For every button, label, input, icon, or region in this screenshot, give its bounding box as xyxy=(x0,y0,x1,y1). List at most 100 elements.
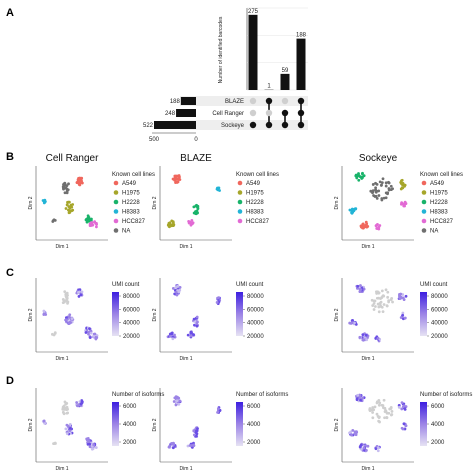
scatter-point xyxy=(75,404,79,408)
panel-letter-b: B xyxy=(6,151,14,163)
scatter-point xyxy=(385,304,389,308)
scatter-point xyxy=(190,444,194,447)
scatter-point xyxy=(388,407,392,411)
x-axis-label: Dim 1 xyxy=(179,356,192,362)
scatter-point xyxy=(383,416,386,420)
scatter-point xyxy=(377,403,381,407)
legend-title: Known cell lines xyxy=(112,172,155,178)
scatter-point xyxy=(351,428,355,432)
y-axis-label: Dim 2 xyxy=(334,196,340,209)
colorbar-tick-label: 40000 xyxy=(431,321,448,327)
set-size-tick-label: 500 xyxy=(149,137,160,143)
scatter-point xyxy=(50,332,54,336)
scatter-point xyxy=(371,411,374,414)
scatter-point xyxy=(374,224,378,228)
membership-dot xyxy=(265,121,273,129)
scatter-point xyxy=(375,412,379,416)
scatter-point xyxy=(401,313,405,317)
scatter-point xyxy=(384,196,388,200)
scatter-point xyxy=(80,401,84,405)
scatter-point xyxy=(87,332,90,336)
x-axis-label: Dim 1 xyxy=(179,466,192,472)
scatter-point xyxy=(190,219,194,222)
y-axis-label: Dim 2 xyxy=(334,418,340,431)
scatter-point xyxy=(92,332,96,336)
x-axis-label: Dim 1 xyxy=(361,244,374,250)
scatter-point xyxy=(64,316,68,320)
scatter-point xyxy=(88,327,91,331)
scatter-point xyxy=(357,178,361,182)
scatter-point xyxy=(381,310,385,314)
colorbar-title: UMI count xyxy=(236,282,264,288)
legend-swatch xyxy=(113,180,119,186)
scatter-point xyxy=(389,184,393,188)
scatter-point xyxy=(63,400,67,404)
colorbar-tick-label: 6000 xyxy=(247,404,261,410)
scatter-point xyxy=(90,221,93,224)
scatter-point xyxy=(365,448,368,452)
scatter-point xyxy=(398,296,402,300)
scatter-point xyxy=(188,220,192,224)
scatter-point xyxy=(193,210,197,214)
scatter-point xyxy=(400,201,404,204)
set-size-label: 522 xyxy=(143,123,154,129)
membership-dot xyxy=(297,109,305,117)
scatter-point xyxy=(67,182,70,186)
legend-swatch xyxy=(113,209,119,214)
scatter-point xyxy=(176,395,179,399)
legend-label: NA xyxy=(430,229,438,235)
scatter-point xyxy=(195,203,198,207)
scatter-point xyxy=(192,429,196,433)
scatter-point xyxy=(173,178,176,182)
column-title: BLAZE xyxy=(180,153,212,164)
scatter-point xyxy=(66,407,69,411)
scatter-point xyxy=(62,300,66,304)
membership-dot xyxy=(249,109,257,117)
scatter-point xyxy=(377,296,381,300)
scatter-point xyxy=(375,401,379,405)
scatter-point xyxy=(371,304,375,307)
colorbar-tick-label: 4000 xyxy=(431,422,445,428)
scatter-point xyxy=(173,335,177,339)
scatter-point xyxy=(372,194,375,197)
scatter-point xyxy=(177,290,181,294)
scatter-point xyxy=(42,419,46,423)
scatter-point xyxy=(168,225,171,229)
scatter-point xyxy=(403,316,407,320)
scatter-point xyxy=(374,305,377,308)
scatter-point xyxy=(68,210,72,214)
upset-y-label: Number of identified barcodes xyxy=(218,16,224,83)
colorbar-tick-label: 6000 xyxy=(431,404,445,410)
membership-dot xyxy=(249,121,257,129)
scatter-point xyxy=(387,188,391,192)
scatter-point xyxy=(354,174,358,178)
scatter-point xyxy=(78,178,82,182)
scatter-point xyxy=(391,187,394,191)
legend-swatch xyxy=(113,199,119,205)
intersection-bar-label: 1 xyxy=(267,84,271,90)
scatter-point xyxy=(77,295,81,298)
scatter-point xyxy=(65,184,69,188)
legend-swatch xyxy=(421,199,427,205)
scatter-point xyxy=(215,301,219,304)
scatter-point xyxy=(374,194,378,198)
scatter-point xyxy=(62,183,66,187)
scatter-point xyxy=(64,318,68,322)
matrix-row-band xyxy=(180,108,308,118)
scatter-point xyxy=(380,181,384,184)
legend-label: H8383 xyxy=(246,210,264,216)
scatter-point xyxy=(384,181,388,185)
scatter-point xyxy=(170,331,174,335)
colorbar-tick-label: 2000 xyxy=(123,440,137,446)
scatter-point xyxy=(404,294,408,298)
scatter-point xyxy=(375,227,379,230)
y-axis-label: Dim 2 xyxy=(28,418,34,431)
scatter-point xyxy=(195,324,199,328)
cell-line-legends: Known cell lines A549 H1975 H2228 H8383 HCC82… xyxy=(112,172,463,235)
scatter-point xyxy=(399,316,403,319)
scatter-point xyxy=(88,442,92,446)
x-axis-label: Dim 1 xyxy=(361,466,374,472)
scatter-point xyxy=(402,422,406,426)
scatter-point xyxy=(400,407,404,411)
column-title: Sockeye xyxy=(359,153,398,164)
